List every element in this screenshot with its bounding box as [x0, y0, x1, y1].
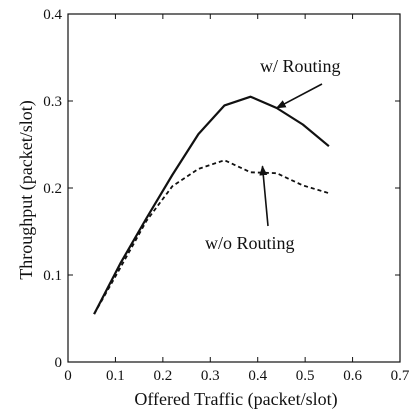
- plot-frame: [67, 13, 401, 363]
- annotation-without-routing: w/o Routing: [205, 233, 295, 253]
- y-tick-label: 0.1: [43, 268, 62, 284]
- y-tick-label: 0: [55, 355, 63, 371]
- annotation-arrow: [259, 165, 269, 227]
- x-tick-label: 0.3: [201, 368, 220, 384]
- y-tick-label: 0.2: [43, 181, 62, 197]
- series-lines: [93, 95, 330, 315]
- y-tick-label: 0.3: [43, 94, 62, 110]
- x-tick-label: 0.7: [391, 368, 410, 384]
- annotation-arrow: [275, 83, 323, 109]
- x-tick-label: 0.6: [343, 368, 362, 384]
- x-tick-label: 0.2: [153, 368, 172, 384]
- x-tick-label: 0.4: [248, 368, 267, 384]
- x-axis-title: Offered Traffic (packet/slot): [134, 389, 337, 410]
- x-tick-label: 0: [64, 368, 72, 384]
- series-line-without-routing: [93, 159, 330, 315]
- annotation-with-routing: w/ Routing: [260, 56, 341, 76]
- y-axis-title: Throughput (packet/slot): [16, 100, 37, 279]
- axis-ticks: 0 0.1 0.2 0.3 0.4 0.5 0.6 0.7 0 0.1 0.2 0.3 0.4: [43, 7, 410, 384]
- plot-area: [67, 13, 401, 363]
- annotations: w/ Routing w/o Routing: [205, 56, 341, 253]
- y-tick-label: 0.4: [43, 7, 62, 23]
- series-line-with-routing: [93, 95, 330, 315]
- x-tick-label: 0.1: [106, 368, 125, 384]
- x-tick-label: 0.5: [296, 368, 315, 384]
